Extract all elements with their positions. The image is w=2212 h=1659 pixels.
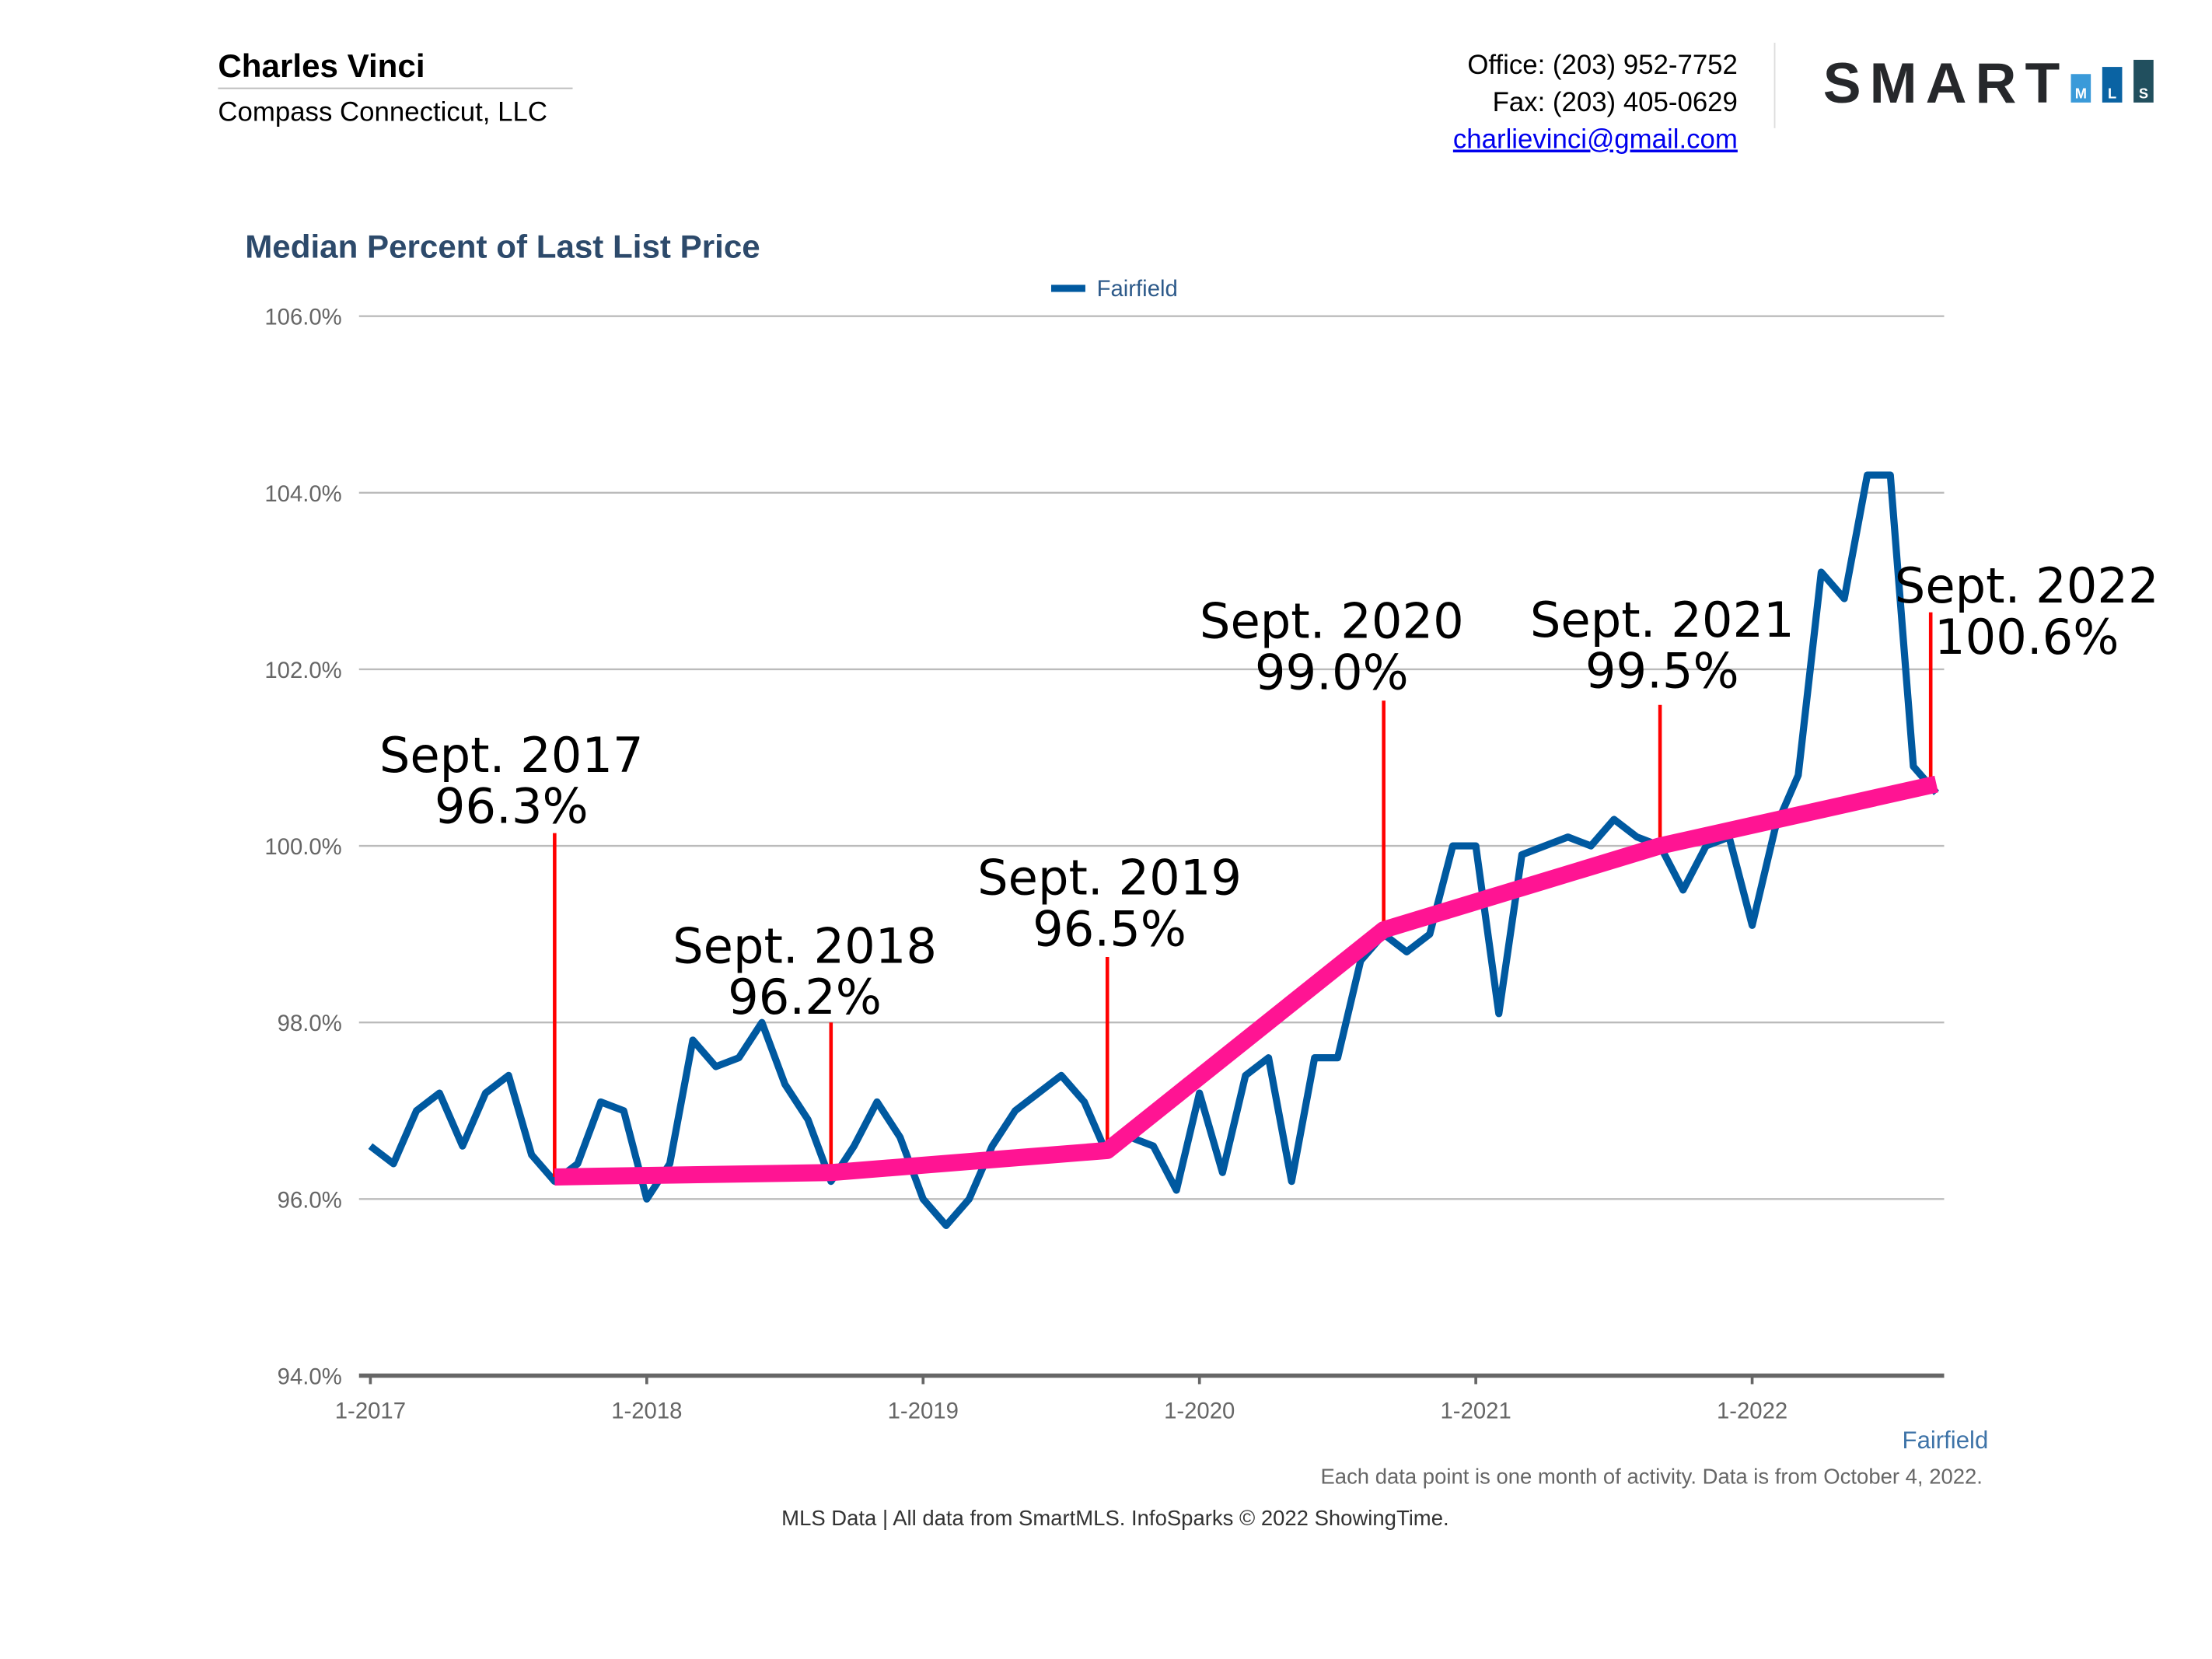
footer-source: MLS Data | All data from SmartMLS. InfoS… — [781, 1506, 1448, 1530]
chart-title: Median Percent of Last List Price — [245, 229, 760, 265]
y-tick-label: 102.0% — [264, 658, 341, 683]
logo-block-m — [2070, 74, 2091, 103]
annotation-value: 99.0% — [1255, 644, 1409, 701]
logo-block-l — [2102, 67, 2123, 103]
annotation-label: Sept. 2018 — [673, 917, 937, 974]
footer-note: Each data point is one month of activity… — [1320, 1465, 1982, 1489]
annotation-value: 99.5% — [1585, 643, 1739, 700]
x-tick-label: 1-2019 — [888, 1398, 959, 1423]
legend-label[interactable]: Fairfield — [1097, 276, 1178, 302]
y-tick-label: 94.0% — [278, 1364, 342, 1389]
company-name: Compass Connecticut, LLC — [218, 97, 547, 127]
legend-swatch — [1050, 285, 1085, 292]
annotation-label: Sept. 2021 — [1530, 592, 1794, 648]
smartmls-logo: SMART M L S — [1823, 51, 2154, 115]
annotation-value: 96.5% — [1033, 900, 1186, 957]
y-tick-label: 98.0% — [278, 1011, 342, 1036]
x-tick-label: 1-2021 — [1441, 1398, 1511, 1423]
logo-text: SMART — [1823, 51, 2068, 115]
corner-series-label: Fairfield — [1903, 1427, 1989, 1454]
y-tick-label: 100.0% — [264, 834, 341, 860]
annotation-label: Sept. 2017 — [379, 727, 644, 784]
y-tick-label: 104.0% — [264, 481, 341, 507]
line-chart: 94.0% 96.0% 98.0% 100.0% 102.0% 104.0% 106.0% 1… — [264, 305, 2158, 1424]
logo-block-letter: L — [2108, 85, 2116, 101]
fax-number: Fax: (203) 405-0629 — [1493, 87, 1738, 117]
office-phone: Office: (203) 952-7752 — [1467, 50, 1738, 80]
annotation-label: Sept. 2022 — [1895, 557, 2159, 614]
annotation-value: 96.3% — [435, 778, 589, 835]
y-tick-label: 106.0% — [264, 305, 341, 330]
annotation-value: 100.6% — [1934, 609, 2119, 665]
logo-block-letter: S — [2139, 85, 2148, 101]
annotation-value: 96.2% — [728, 969, 882, 1025]
x-tick-label: 1-2017 — [335, 1398, 406, 1423]
annotation-label: Sept. 2020 — [1200, 593, 1464, 650]
x-tick-label: 1-2018 — [611, 1398, 682, 1423]
y-tick-label: 96.0% — [278, 1187, 342, 1213]
trend-line — [554, 775, 1938, 1186]
agent-name: Charles Vinci — [218, 47, 425, 84]
logo-block-s — [2133, 59, 2154, 103]
email-link[interactable]: charlievinci@gmail.com — [1453, 124, 1738, 155]
annotation-label: Sept. 2019 — [977, 849, 1242, 906]
x-tick-label: 1-2020 — [1164, 1398, 1235, 1423]
logo-block-letter: M — [2075, 85, 2087, 101]
x-tick-label: 1-2022 — [1717, 1398, 1787, 1423]
